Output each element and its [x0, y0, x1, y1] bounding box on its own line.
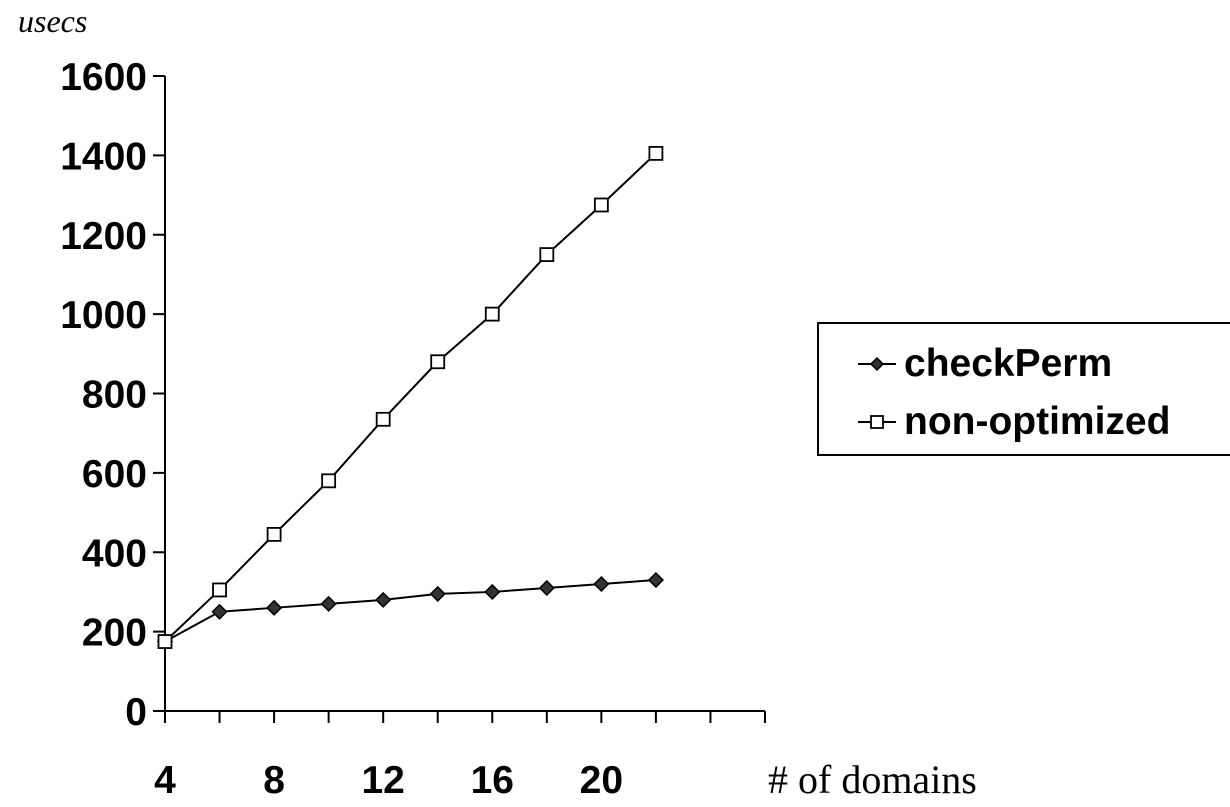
- y-tick-label: 1400: [60, 135, 147, 178]
- y-tick-label: 400: [82, 532, 147, 575]
- data-point: [647, 571, 664, 589]
- data-point: [375, 411, 391, 427]
- y-tick-label: 1200: [60, 215, 147, 258]
- series-line: [164, 152, 657, 643]
- legend-item-checkPerm: checkPerm: [858, 342, 1112, 385]
- data-point: [593, 575, 610, 593]
- data-point: [266, 526, 282, 542]
- y-axis-title: usecs: [18, 3, 87, 39]
- data-point: [375, 591, 392, 608]
- x-tick-label: 4: [154, 759, 176, 802]
- legend-box: [817, 322, 1230, 456]
- x-tick-label: 16: [471, 759, 514, 802]
- y-tick-label: 200: [82, 612, 147, 655]
- data-point: [321, 473, 337, 489]
- y-tick-label: 600: [82, 453, 147, 496]
- legend: checkPerm non-optimized: [817, 322, 1230, 456]
- legend-items: checkPerm non-optimized: [858, 342, 1170, 443]
- data-point: [430, 354, 446, 370]
- data-point: [593, 197, 609, 213]
- y-tick-label: 800: [82, 374, 147, 417]
- data-point: [320, 595, 337, 612]
- legend-marker: [870, 415, 884, 429]
- data-point: [211, 603, 228, 620]
- legend-label: non-optimized: [904, 400, 1170, 443]
- series-non-optimized: [157, 145, 664, 649]
- data-point: [539, 247, 555, 262]
- data-point: [484, 583, 501, 600]
- legend-label: checkPerm: [904, 342, 1112, 385]
- x-tick-label: 20: [580, 759, 623, 802]
- data-point: [429, 585, 446, 602]
- legend-marker: [869, 356, 885, 372]
- x-tick-label: 8: [263, 759, 285, 802]
- data-point: [266, 599, 283, 616]
- y-tick-label: 0: [125, 691, 147, 734]
- data-point: [484, 306, 500, 322]
- series-layer: [156, 145, 664, 650]
- data-point: [157, 634, 173, 649]
- data-point: [212, 582, 227, 598]
- series-checkPerm: [156, 571, 664, 650]
- y-tick-label: 1600: [60, 56, 147, 99]
- legend-item-non-optimized: non-optimized: [858, 400, 1170, 443]
- data-point: [648, 145, 664, 161]
- x-tick-label: 12: [361, 759, 404, 802]
- series-line: [164, 579, 656, 643]
- data-point: [538, 579, 555, 597]
- x-axis-title: # of domains: [768, 757, 977, 802]
- y-tick-label: 1000: [60, 294, 147, 337]
- axes: 0 200 400 600 800 1000 1200 1400 1600 4 8 12 16 20: [60, 56, 766, 802]
